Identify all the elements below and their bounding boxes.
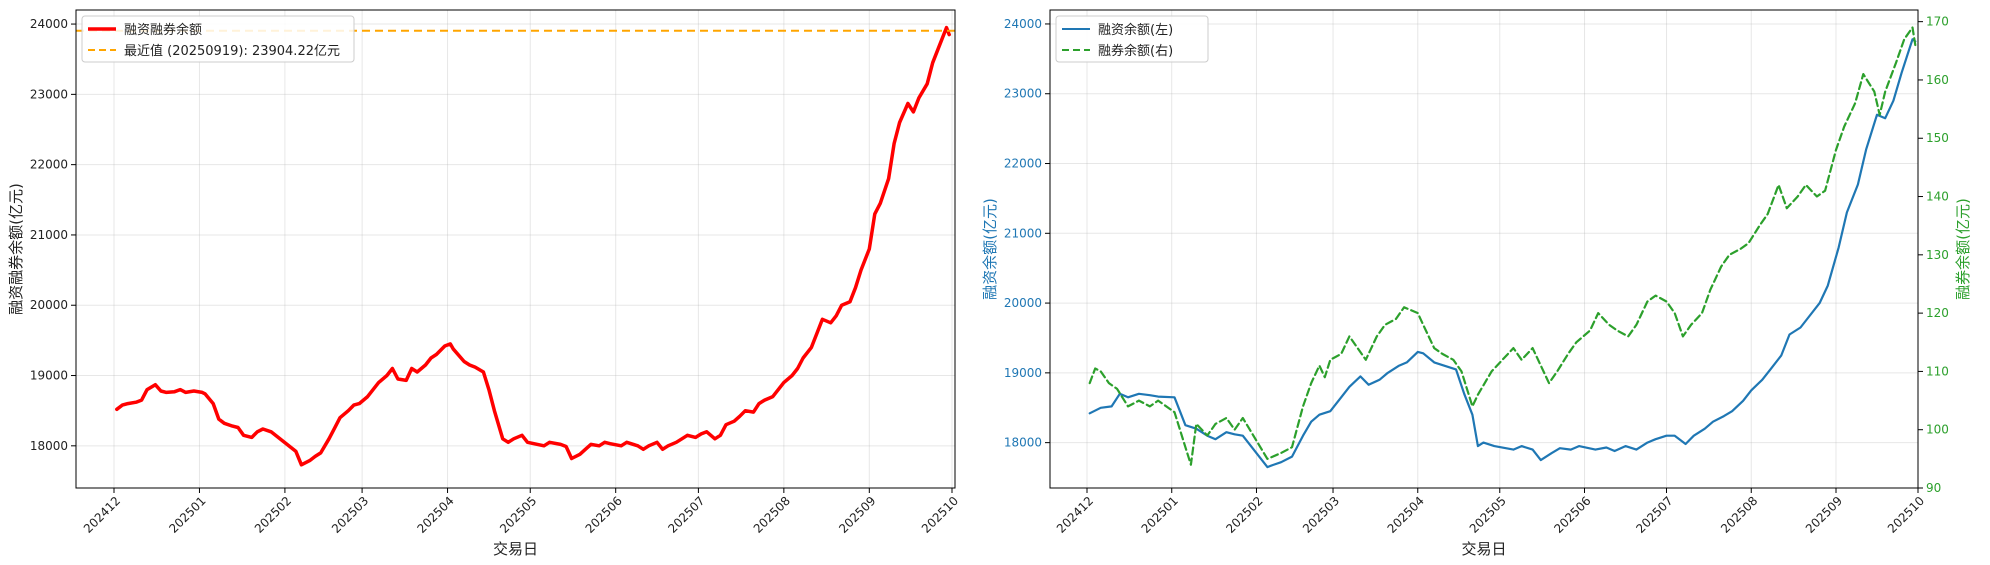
y-right-axis-label: 融券余额(亿元) <box>1954 198 1972 300</box>
plot-area <box>76 10 955 488</box>
y-right-tick-label: 170 <box>1926 15 1949 29</box>
x-tick-label: 202509 <box>1803 494 1845 536</box>
x-tick-label: 202509 <box>836 494 878 536</box>
y-right-tick-label: 130 <box>1926 248 1949 262</box>
x-axis-label: 交易日 <box>493 540 538 558</box>
plot-area <box>1050 10 1918 488</box>
y-axis-left: 18000 19000 20000 21000 22000 23000 24000 融资融券余… <box>7 17 76 453</box>
legend: 融资余额(左) 融券余额(右) <box>1055 15 1209 63</box>
y-tick-label: 19000 <box>1004 366 1042 380</box>
y-right-tick-label: 100 <box>1926 423 1949 437</box>
y-axis-right: 90 100 110 120 130 140 150 160 170 融券余额(亿元) <box>1918 15 1972 495</box>
y-tick-label: 18000 <box>30 439 68 453</box>
x-tick-label: 202501 <box>166 494 208 536</box>
y-tick-label: 21000 <box>30 228 68 242</box>
x-tick-label: 202502 <box>252 494 294 536</box>
x-tick-label: 202507 <box>1633 494 1675 536</box>
y-tick-label: 18000 <box>1004 436 1042 450</box>
plot-frame <box>75 9 956 489</box>
y-tick-label: 22000 <box>30 158 68 172</box>
y-tick-label: 23000 <box>1004 87 1042 101</box>
x-axis-label: 交易日 <box>1461 540 1506 558</box>
x-tick-label: 202507 <box>665 494 707 536</box>
x-tick-label: 202510 <box>1885 494 1927 536</box>
x-axis: 202412 202501 202502 202503 202504 202505 2025… <box>1054 488 1927 558</box>
series-line-1 <box>1088 26 1917 466</box>
legend-box <box>1055 15 1209 63</box>
x-tick-label: 202503 <box>329 494 371 536</box>
x-tick-label: 202504 <box>414 494 456 536</box>
y-axis-label: 融资余额(亿元) <box>981 198 999 300</box>
y-tick-label: 20000 <box>1004 296 1042 310</box>
x-tick-label: 202508 <box>751 494 793 536</box>
margin-balance-chart: 202412 202501 202502 202503 202504 202505 2025… <box>7 9 961 558</box>
plot-frame <box>1049 9 1919 489</box>
x-tick-label: 202510 <box>919 494 961 536</box>
y-tick-label: 20000 <box>30 298 68 312</box>
x-tick-label: 202504 <box>1385 494 1427 536</box>
y-tick-label: 23000 <box>30 87 68 101</box>
y-right-tick-label: 140 <box>1926 190 1949 204</box>
series-group <box>1088 26 1917 469</box>
legend-label: 融资融券余额 <box>124 22 202 38</box>
x-tick-label: 202502 <box>1223 494 1265 536</box>
legend-box <box>81 15 355 63</box>
x-tick-label: 202508 <box>1718 494 1760 536</box>
y-tick-label: 21000 <box>1004 226 1042 240</box>
legend-label: 融资余额(左) <box>1098 22 1173 38</box>
x-tick-label: 202501 <box>1139 494 1181 536</box>
x-axis: 202412 202501 202502 202503 202504 202505 2025… <box>81 488 961 558</box>
series-line-0 <box>115 25 951 467</box>
grid <box>76 10 955 488</box>
y-right-tick-label: 160 <box>1926 73 1949 87</box>
x-tick-label: 202412 <box>81 494 123 536</box>
financing-lending-chart: 202412 202501 202502 202503 202504 202505 2025… <box>981 9 1972 558</box>
x-tick-label: 202505 <box>497 494 539 536</box>
x-tick-label: 202506 <box>583 494 625 536</box>
y-tick-label: 24000 <box>1004 17 1042 31</box>
series-line-0 <box>1088 38 1917 469</box>
x-tick-label: 202506 <box>1551 494 1593 536</box>
y-axis-left: 18000 19000 20000 21000 22000 23000 24000 融资余额(… <box>981 17 1050 450</box>
legend-label: 融券余额(右) <box>1098 43 1173 59</box>
x-tick-label: 202412 <box>1054 494 1096 536</box>
y-right-tick-label: 120 <box>1926 306 1949 320</box>
x-tick-label: 202505 <box>1467 494 1509 536</box>
legend-label: 最近值 (20250919): 23904.22亿元 <box>124 43 340 59</box>
x-tick-label: 202503 <box>1300 494 1342 536</box>
y-tick-label: 24000 <box>30 17 68 31</box>
y-tick-label: 19000 <box>30 369 68 383</box>
y-right-tick-label: 90 <box>1926 481 1941 495</box>
y-right-tick-label: 150 <box>1926 131 1949 145</box>
y-right-tick-label: 110 <box>1926 364 1949 378</box>
y-axis-label: 融资融券余额(亿元) <box>7 183 25 315</box>
y-tick-label: 22000 <box>1004 157 1042 171</box>
